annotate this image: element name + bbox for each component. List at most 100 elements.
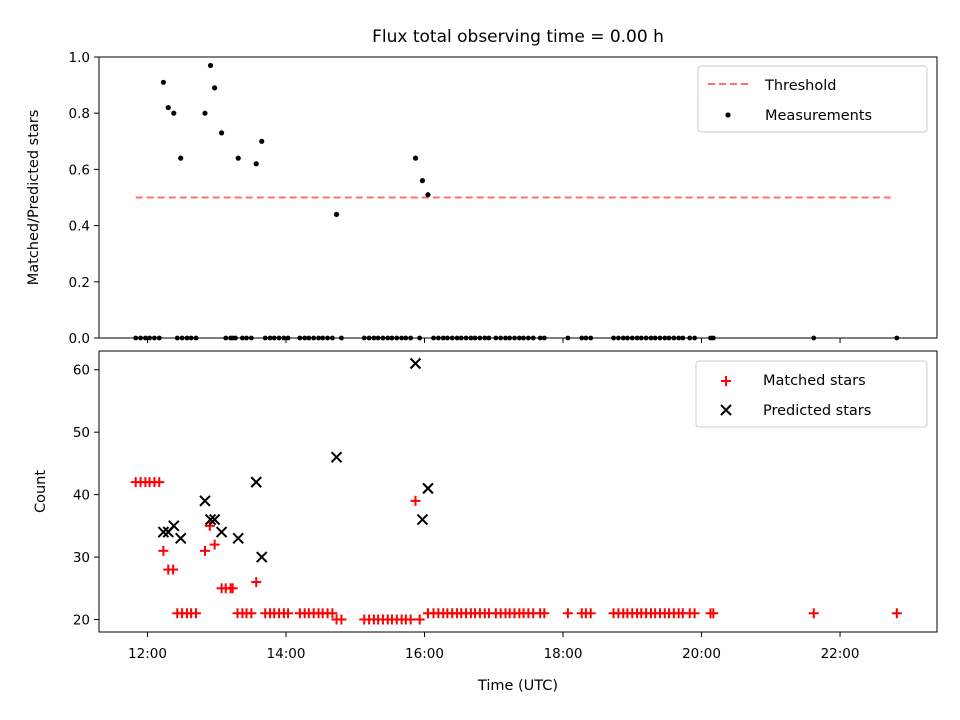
measurement-point	[302, 335, 308, 341]
measurement-point	[638, 335, 644, 341]
legend-label: Matched stars	[763, 373, 866, 389]
x-tick-label: 18:00	[544, 646, 583, 662]
measurement-point	[444, 335, 450, 341]
measurement-point	[498, 335, 504, 341]
measurement-point	[482, 335, 488, 341]
measurement-point	[297, 335, 303, 341]
matched-star-point	[154, 477, 165, 488]
measurement-point	[156, 335, 162, 341]
x-marker-b	[175, 532, 187, 545]
measurement-point	[583, 335, 589, 341]
y-axis-label: Matched/Predicted stars	[26, 110, 42, 286]
x-marker-b	[720, 404, 732, 416]
measurement-point	[493, 335, 499, 341]
x-marker-b	[422, 482, 434, 495]
measurement-point	[329, 335, 335, 341]
measurement-point	[680, 335, 686, 341]
predicted-star-point	[204, 513, 217, 526]
measurement-point	[611, 335, 616, 341]
measurement-point	[262, 335, 268, 341]
measurement-point	[380, 335, 386, 341]
measurement-point	[710, 335, 716, 341]
y-tick-label: 20	[73, 613, 90, 629]
measurement-point	[666, 335, 672, 341]
measurement-point	[174, 335, 180, 341]
matched-star-point	[405, 614, 416, 625]
y-tick-label: 0.8	[69, 106, 90, 122]
x-marker-b	[157, 526, 170, 538]
measurement-point	[692, 335, 698, 341]
legend-predicted-swatch	[720, 404, 732, 416]
measurement-point	[657, 335, 663, 341]
x-tick-label: 20:00	[682, 646, 721, 662]
count-panel: 20 30 40 50 60 12:00 14:00 16:00 18:00 20:00 22:00…	[33, 350, 938, 662]
matched-star-point	[199, 545, 210, 556]
measurement-point	[325, 335, 330, 341]
measurement-point	[253, 161, 259, 167]
measurement-point	[285, 335, 291, 341]
measurement-point	[629, 335, 635, 341]
predicted-star-point	[250, 476, 262, 488]
measurement-point	[579, 335, 585, 341]
ratio-panel: 0.0 0.2 0.4 0.6 0.8 1.0 Matched/Predicted star…	[26, 50, 938, 347]
matched-star-point	[158, 545, 169, 556]
measurement-point	[625, 335, 630, 341]
x-marker-b	[416, 513, 429, 526]
measurement-point	[449, 335, 455, 341]
x-marker-b	[232, 532, 244, 545]
matched-star-point	[209, 539, 220, 550]
measurement-point	[516, 335, 522, 341]
measurement-point	[425, 192, 431, 198]
legend-label: Predicted stars	[763, 403, 871, 419]
measurement-point	[537, 335, 543, 341]
measurement-point	[188, 335, 194, 341]
matched-star-point	[708, 608, 719, 619]
predicted-star-point	[157, 526, 170, 538]
measurement-point	[171, 110, 177, 116]
measurement-point	[248, 335, 254, 341]
measurement-point	[662, 335, 668, 341]
x-marker-b	[168, 520, 180, 532]
x-tick-label: 12:00	[128, 646, 167, 662]
measurement-point	[648, 335, 654, 341]
measurement-point	[468, 335, 474, 341]
measurement-point	[244, 335, 249, 341]
measurement-point	[408, 335, 414, 341]
predicted-star-point	[256, 551, 268, 563]
measurement-point	[417, 335, 423, 341]
x-marker-b	[250, 476, 262, 488]
measurement-point	[486, 335, 492, 341]
matched-star-point	[891, 608, 902, 619]
matched-star-point	[585, 608, 596, 619]
measurement-point	[223, 335, 229, 341]
matched-star-point	[808, 608, 819, 619]
matched-star-point	[562, 608, 573, 619]
legend-label: Measurements	[765, 108, 872, 124]
measurement-point	[811, 335, 817, 341]
matched-star-point	[190, 608, 201, 619]
measurement-point	[399, 335, 405, 341]
measurement-point	[477, 335, 483, 341]
x-marker-b	[409, 357, 422, 370]
y-axis-label: Count	[33, 470, 49, 513]
y-tick-label: 50	[73, 425, 90, 441]
measurement-point	[676, 335, 682, 341]
measurement-point	[419, 178, 426, 184]
x-marker-b	[330, 451, 343, 463]
measurement-point	[652, 335, 658, 341]
measurement-point	[440, 335, 446, 341]
legend-label: Threshold	[764, 78, 836, 94]
measurement-point	[463, 335, 469, 341]
predicted-star-point	[175, 532, 187, 545]
matched-star-point	[689, 608, 700, 619]
measurement-point	[403, 335, 409, 341]
y-tick-label: 0.4	[69, 219, 90, 235]
matched-star-point	[204, 520, 215, 531]
predicted-star-point	[409, 357, 422, 370]
measurement-point	[239, 335, 245, 341]
y-tick-label: 0.0	[69, 331, 90, 347]
measurement-point	[218, 130, 225, 136]
measurement-point	[634, 335, 640, 341]
measurement-point	[160, 79, 167, 85]
x-tick-label: 14:00	[267, 646, 306, 662]
